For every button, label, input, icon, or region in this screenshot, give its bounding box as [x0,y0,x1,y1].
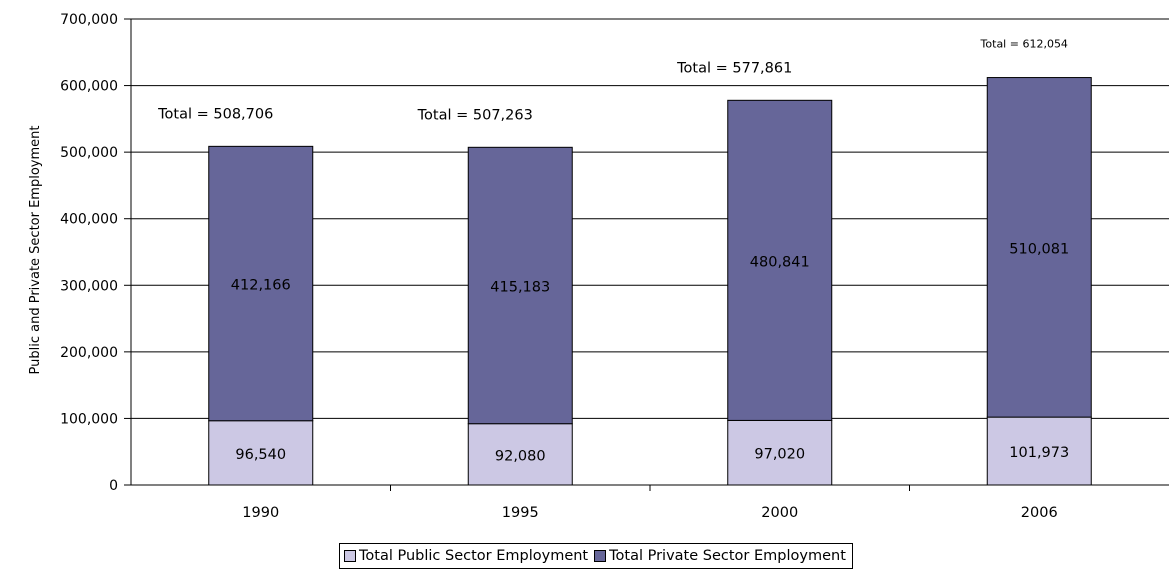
x-tick-label: 2006 [1021,505,1058,521]
x-tick-label: 1995 [502,505,539,521]
data-label: 97,020 [754,447,805,463]
total-labels: Total = 508,706 Total = 507,263 Total = 57… [157,38,1068,124]
bar-segment-private [727,99,833,421]
bar-segment-public [467,423,573,486]
data-label: 101,973 [1009,445,1069,461]
y-tick-label: 0 [109,478,118,494]
data-label: 415,183 [490,280,550,296]
total-label: Total = 577,861 [676,60,792,76]
legend: Total Public Sector Employment Total Pri… [339,543,853,569]
y-tick-label: 400,000 [60,212,118,228]
bar-segment-public [727,419,833,486]
bars [208,77,1092,486]
legend-item-private: Total Private Sector Employment [594,548,846,564]
y-tick-label: 200,000 [60,345,118,361]
data-label: 92,080 [495,448,546,464]
axes [124,18,1169,491]
data-label: 96,540 [235,447,286,463]
total-label: Total = 507,263 [417,107,533,123]
legend-label-public: Total Public Sector Employment [359,548,589,564]
y-tick-label: 500,000 [60,145,118,161]
legend-swatch-public [344,550,356,562]
bar-segment-private [208,145,314,422]
stacked-bar-chart: 96,540 412,166 92,080 415,183 97,020 480,841 1… [28,12,1169,521]
y-tick-label: 300,000 [60,278,118,294]
data-label: 412,166 [231,278,291,294]
y-tick-labels: 0 100,000 200,000 300,000 400,000 500,000 600,… [60,12,118,494]
bar-segment-public [986,416,1092,486]
x-tick-label: 1990 [242,505,279,521]
y-tick-label: 100,000 [60,411,118,427]
bar-segment-private [986,77,1092,418]
legend-item-public: Total Public Sector Employment [344,548,588,564]
legend-label-private: Total Private Sector Employment [609,548,846,564]
segment-value-labels: 96,540 412,166 92,080 415,183 97,020 480,841 1… [231,241,1069,464]
total-label: Total = 612,054 [980,38,1068,51]
data-label: 510,081 [1009,241,1069,257]
x-tick-labels: 1990 1995 2000 2006 [242,505,1057,521]
y-tick-label: 700,000 [60,12,118,28]
data-label: 480,841 [750,254,810,270]
total-label: Total = 508,706 [157,106,273,122]
y-tick-label: 600,000 [60,79,118,95]
x-tick-label: 2000 [761,505,798,521]
bar-segment-private [467,146,573,425]
legend-swatch-private [594,550,607,562]
y-axis-label: Public and Private Sector Employment [28,126,43,375]
